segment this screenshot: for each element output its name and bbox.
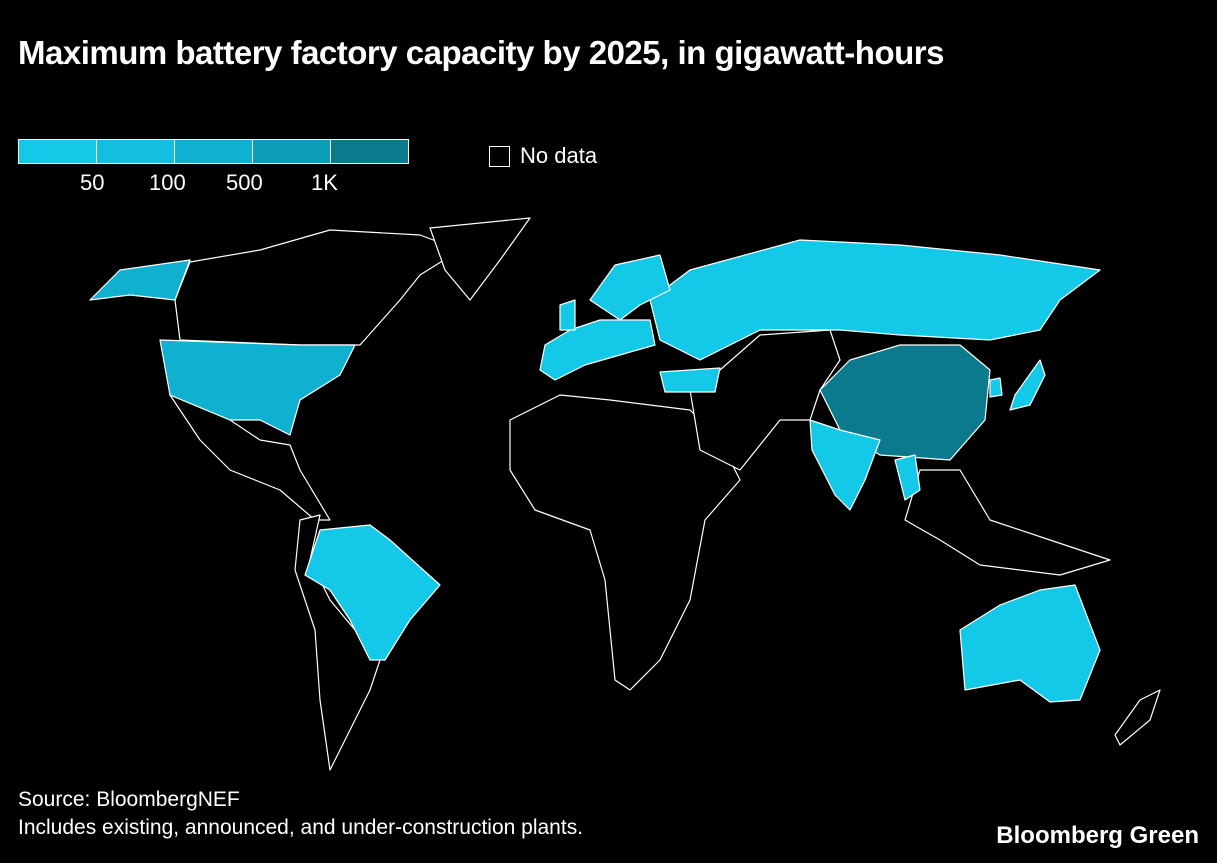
country-south-korea — [989, 377, 1003, 398]
country-alaska — [89, 259, 191, 301]
country-uk — [559, 299, 576, 331]
country-thailand — [894, 454, 921, 501]
no-data-legend: No data — [489, 143, 597, 169]
color-legend — [18, 139, 409, 164]
country-australia — [959, 584, 1101, 703]
legend-tick: 500 — [226, 170, 263, 195]
legend-swatch-2 — [97, 140, 175, 163]
no-data-label: No data — [520, 143, 598, 168]
legend-tick: 1K — [311, 170, 338, 195]
no-data-swatch — [489, 145, 510, 167]
chart-title: Maximum battery factory capacity by 2025… — [18, 34, 944, 71]
country-mexico-central-america — [169, 394, 331, 521]
country-india — [809, 419, 881, 511]
legend-swatch-3 — [175, 140, 253, 163]
legend-swatch-1 — [19, 140, 97, 163]
country-united-states — [159, 339, 356, 436]
country-russia — [649, 239, 1101, 361]
legend-tick: 50 — [80, 170, 105, 195]
legend-tick: 100 — [149, 170, 186, 195]
country-africa — [509, 394, 741, 691]
country-brazil — [304, 524, 441, 661]
legend-swatch-5 — [331, 140, 408, 163]
world-map — [89, 217, 1161, 771]
source-text: Source: BloombergNEF — [18, 788, 240, 811]
legend-swatch-4 — [253, 140, 331, 163]
country-new-zealand — [1114, 689, 1161, 746]
footnote-text: Includes existing, announced, and under-… — [18, 816, 584, 839]
source-note: Source: BloombergNEF Includes existing, … — [18, 786, 583, 842]
country-southeast-asia — [904, 469, 1111, 576]
country-japan — [1009, 359, 1046, 411]
country-canada — [174, 229, 461, 346]
country-greenland — [429, 217, 531, 301]
country-turkey — [659, 367, 721, 393]
brand-logo: Bloomberg Green — [996, 822, 1199, 849]
country-western-europe — [539, 319, 656, 381]
